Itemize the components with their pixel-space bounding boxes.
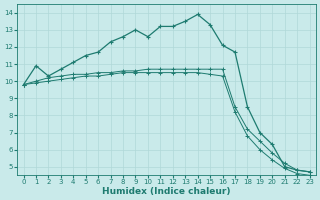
X-axis label: Humidex (Indice chaleur): Humidex (Indice chaleur)	[102, 187, 231, 196]
